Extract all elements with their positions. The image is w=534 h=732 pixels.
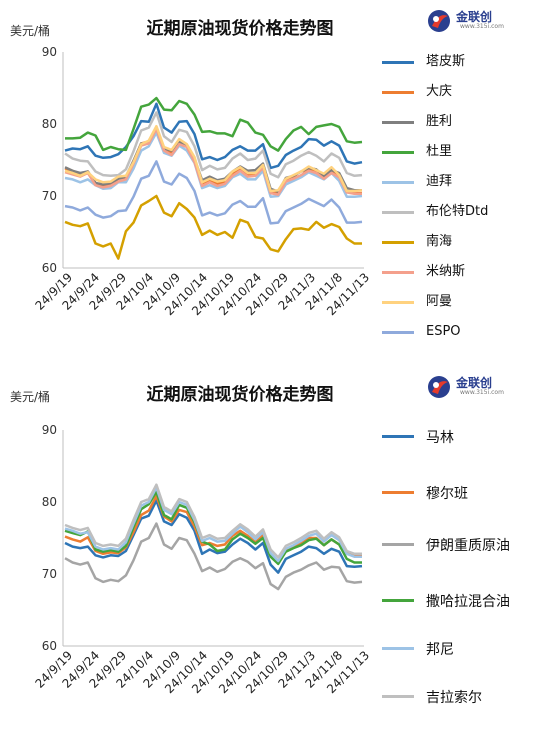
legend-label: 大庆: [426, 84, 453, 99]
legend-swatch: [382, 241, 414, 244]
series-line-2: [64, 494, 362, 564]
y-tick-label: 80: [42, 495, 57, 509]
legend-swatch: [382, 301, 414, 304]
series-line-4: [64, 490, 362, 566]
brand-logo: 金联创 www.315i.com: [424, 372, 534, 402]
series-line-9: [64, 124, 363, 193]
y-tick-label: 70: [42, 189, 57, 203]
chart-panel-1: 近期原油现货价格走势图 美元/桶 金联创 www.315i.com 60 70 80…: [10, 6, 534, 339]
legend-swatch: [382, 435, 414, 438]
series-line-4: [65, 96, 363, 152]
y-tick-label: 60: [42, 261, 57, 275]
legend-label: 迪拜: [426, 174, 453, 189]
series-line-1: [64, 499, 363, 574]
legend-label: 马林: [426, 430, 454, 446]
legend-swatch: [382, 91, 414, 94]
legend-label: 穆尔班: [426, 486, 468, 502]
logo-mark-icon: [428, 10, 450, 32]
logo-url: www.315i.com: [460, 389, 504, 396]
chart-title: 近期原油现货价格走势图: [146, 19, 334, 39]
legend-label: 伊朗重质原油: [426, 538, 510, 554]
logo-name: 金联创: [456, 10, 493, 24]
legend-label: 米纳斯: [426, 264, 466, 279]
legend-swatch: [382, 695, 414, 698]
chart-panel-2: 近期原油现货价格走势图 美元/桶 金联创 www.315i.com 60 70 80…: [0, 366, 534, 732]
legend-label: 南海: [426, 234, 453, 249]
series-line-5: [64, 486, 362, 563]
legend-swatch: [382, 271, 414, 274]
y-axis-unit-label: 美元/桶: [10, 390, 51, 404]
y-tick-label: 70: [42, 567, 57, 581]
y-axis-unit-label: 美元/桶: [10, 24, 51, 38]
legend-swatch: [382, 491, 414, 494]
legend-label: ESPO: [426, 324, 461, 339]
legend-label: 胜利: [426, 114, 453, 129]
y-tick-label: 60: [42, 639, 57, 653]
y-tick-label: 90: [42, 45, 57, 59]
y-tick-label: 80: [42, 117, 57, 131]
legend-label: 塔皮斯: [426, 54, 466, 69]
legend-label: 阿曼: [426, 294, 453, 309]
line-chart-plot-1: 6070809024/9/1924/9/2424/9/2924/10/424/1…: [33, 45, 373, 318]
legend-swatch: [382, 121, 414, 124]
series-line-6: [64, 111, 363, 179]
logo-name: 金联创: [456, 376, 493, 390]
legend-label: 杜里: [426, 144, 453, 159]
brand-logo: 金联创 www.315i.com: [424, 6, 534, 36]
legend-swatch: [382, 647, 414, 650]
legend-swatch: [382, 181, 414, 184]
series-line-10: [64, 160, 363, 225]
legend-label: 布伦特Dtd: [426, 204, 489, 219]
legend-swatch: [382, 151, 414, 154]
line-chart-plot-2: 6070809024/9/1924/9/2424/9/2924/10/424/1…: [33, 423, 373, 696]
series-line-6: [64, 483, 362, 559]
legend-swatch: [382, 543, 414, 546]
series-line-1: [64, 102, 363, 170]
legend-label: 撒哈拉混合油: [426, 594, 510, 610]
legend-swatch: [382, 61, 414, 64]
legend-label: 邦尼: [426, 642, 454, 658]
y-tick-label: 90: [42, 423, 57, 437]
legend-swatch: [382, 331, 414, 334]
series-line-3: [64, 522, 363, 591]
logo-mark-icon: [428, 376, 450, 398]
logo-url: www.315i.com: [460, 23, 504, 30]
legend-label: 吉拉索尔: [426, 690, 482, 706]
legend-swatch: [382, 599, 414, 602]
legend-swatch: [382, 211, 414, 214]
chart-title: 近期原油现货价格走势图: [146, 385, 334, 405]
series-line-7: [64, 194, 362, 260]
series-line-8: [64, 127, 362, 196]
series-line-5: [64, 131, 363, 198]
